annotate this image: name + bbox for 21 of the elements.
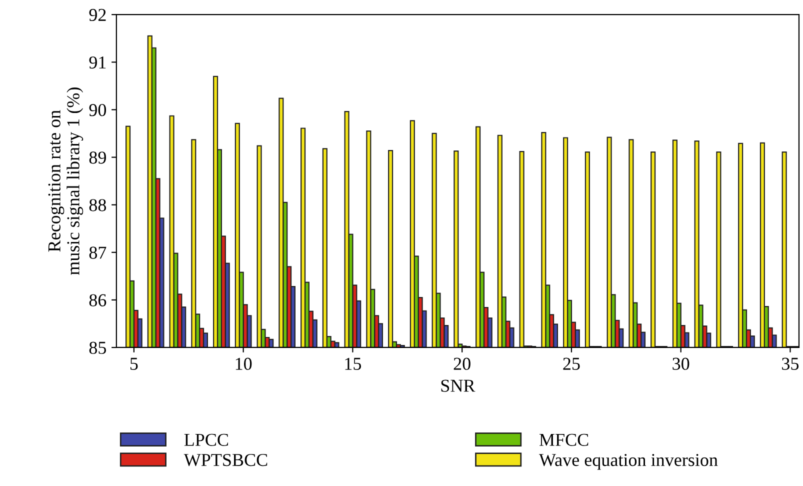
x-tick-label: 10 xyxy=(236,358,252,370)
x-tick-label: 25 xyxy=(563,358,580,370)
x-tick-label: 20 xyxy=(454,358,470,370)
legend-label: LPCC xyxy=(184,434,228,446)
y-tick-label: 90 xyxy=(89,104,106,116)
x-tick-label: 35 xyxy=(782,358,799,370)
y-axis-title: Recognition rate on music signal library 1 (%) xyxy=(48,88,84,275)
legend-label: WPTSBCC xyxy=(184,454,268,466)
y-tick-label: 89 xyxy=(89,152,106,164)
y-tick-label: 88 xyxy=(89,199,106,212)
x-tick-label: 15 xyxy=(345,358,362,370)
x-tick-label: 5 xyxy=(130,358,138,370)
x-axis-title: SNR xyxy=(441,380,476,392)
y-tick-label: 85 xyxy=(89,342,106,354)
legend-label: MFCC xyxy=(539,434,588,446)
legend-label: Wave equation inversion xyxy=(538,454,718,470)
x-tick-label: 30 xyxy=(672,358,690,370)
y-tick-label: 87 xyxy=(89,246,106,259)
y-tick-label: 91 xyxy=(89,56,106,69)
y-tick-label: 86 xyxy=(89,294,106,306)
y-tick-label: 92 xyxy=(89,8,106,22)
